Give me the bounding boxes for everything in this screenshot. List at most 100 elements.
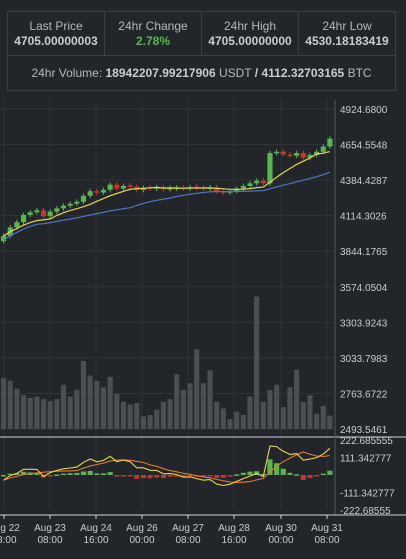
candle-body bbox=[307, 155, 313, 158]
low-value: 4530.18183419 bbox=[305, 34, 389, 48]
y-tick-label: 3574.0504 bbox=[340, 283, 388, 294]
candle-body bbox=[267, 153, 273, 184]
volume-btc-unit: BTC bbox=[347, 66, 372, 80]
x-tick-date-label: Aug 30 bbox=[265, 523, 297, 534]
last-price-cell: Last Price 4705.00000003 bbox=[8, 12, 105, 55]
oscillator-histogram-bar bbox=[107, 472, 113, 475]
x-tick-date-label: Aug 24 bbox=[80, 523, 112, 534]
volume-bar bbox=[80, 361, 87, 429]
candle-body bbox=[47, 211, 53, 217]
candle-body bbox=[240, 185, 246, 189]
ticker-stats-panel: Last Price 4705.00000003 24hr Change 2.7… bbox=[7, 11, 396, 91]
volume-bar bbox=[240, 414, 246, 429]
candle-body bbox=[120, 185, 127, 189]
volume-bar bbox=[294, 369, 300, 429]
candle-body bbox=[287, 154, 293, 156]
change-label: 24hr Change bbox=[118, 19, 188, 33]
candle-body bbox=[14, 222, 20, 228]
volume-bar bbox=[220, 408, 226, 429]
volume-bar bbox=[100, 387, 107, 429]
volume-bar bbox=[1, 378, 7, 429]
oscillator-histogram-bar bbox=[114, 475, 120, 477]
candle-body bbox=[260, 180, 266, 184]
volume-bar bbox=[200, 383, 206, 429]
candle-body bbox=[60, 205, 67, 209]
volume-bar bbox=[120, 401, 127, 429]
volume-bar bbox=[147, 414, 153, 429]
candle-body bbox=[327, 138, 333, 147]
oscillator-histogram-bar bbox=[147, 475, 153, 479]
volume-bar bbox=[74, 389, 80, 429]
volume-bar bbox=[327, 415, 333, 429]
candle-body bbox=[74, 201, 80, 204]
volume-bar bbox=[154, 409, 160, 429]
volume-bar bbox=[287, 387, 293, 429]
oscillator-histogram-bar bbox=[240, 472, 246, 475]
oscillator-histogram-bar bbox=[14, 473, 20, 475]
oscillator-histogram-bar bbox=[307, 475, 313, 478]
oscillator-histogram-bar bbox=[247, 471, 253, 475]
oscillator-histogram-bar bbox=[207, 475, 213, 477]
last-price-value: 4705.00000003 bbox=[14, 34, 98, 48]
candle-body bbox=[54, 208, 60, 212]
volume-bar bbox=[267, 389, 273, 429]
candle-body bbox=[94, 191, 100, 193]
x-tick-date-label: Aug 23 bbox=[34, 523, 66, 534]
volume-bar bbox=[167, 399, 173, 429]
oscillator-histogram-bar bbox=[280, 468, 286, 475]
candle-body bbox=[100, 189, 107, 193]
change-cell: 24hr Change 2.78% bbox=[105, 12, 202, 55]
price-chart[interactable]: 4924.6800 4654.5548 4384.4287 4114.3026 3844… bbox=[0, 100, 406, 559]
oscillator-histogram-bar bbox=[214, 475, 220, 478]
oscillator-signal-line bbox=[3, 451, 330, 484]
oscillator-histogram-bar bbox=[294, 474, 300, 476]
x-tick-time-label: 08:00 bbox=[0, 535, 17, 546]
volume-bar bbox=[320, 405, 326, 429]
candle-body bbox=[314, 151, 320, 156]
oscillator-histogram-bar bbox=[67, 473, 73, 475]
x-tick-date-label: Aug 27 bbox=[172, 523, 204, 534]
volume-label: 24hr Volume: bbox=[31, 66, 103, 80]
volume-bar bbox=[7, 380, 13, 429]
candle-body bbox=[300, 153, 306, 158]
y-tick-label: 2493.5461 bbox=[340, 425, 388, 436]
volume-bar bbox=[94, 380, 100, 429]
candle-body bbox=[247, 183, 253, 186]
candle-body bbox=[140, 187, 147, 190]
oscillator-histogram-bar bbox=[154, 475, 160, 478]
volume-usdt-value: 18942207.99217906 bbox=[105, 66, 216, 80]
volume-bar bbox=[107, 376, 113, 429]
high-label: 24hr High bbox=[223, 19, 277, 33]
candle-body bbox=[167, 187, 173, 190]
volume-bar bbox=[14, 388, 20, 429]
low-cell: 24hr Low 4530.18183419 bbox=[299, 12, 395, 55]
high-value: 4705.00000000 bbox=[208, 34, 292, 48]
x-tick-time-label: 16:00 bbox=[83, 535, 108, 546]
volume-bar bbox=[27, 397, 33, 429]
volume-bar bbox=[274, 384, 280, 429]
candle-body bbox=[274, 151, 280, 154]
candle-body bbox=[87, 191, 93, 196]
volume-bar bbox=[174, 374, 180, 429]
oscillator-histogram-bar bbox=[314, 475, 320, 477]
price-chart-svg[interactable]: 4924.6800 4654.5548 4384.4287 4114.3026 3844… bbox=[0, 100, 406, 559]
volume-row: 24hr Volume: 18942207.99217906 USDT / 41… bbox=[8, 56, 395, 91]
candle-body bbox=[214, 187, 220, 192]
high-cell: 24hr High 4705.00000000 bbox=[202, 12, 299, 55]
x-tick-date-label: Aug 22 bbox=[0, 523, 20, 534]
volume-bar bbox=[20, 395, 27, 429]
oscillator-histogram-bar bbox=[34, 472, 40, 475]
oscillator-histogram-bar bbox=[327, 470, 333, 475]
oscillator-histogram-bar bbox=[60, 473, 67, 476]
oscillator-macd-line bbox=[3, 445, 331, 487]
y-tick-label: 3303.9243 bbox=[340, 318, 388, 329]
volume-usdt-unit: USDT bbox=[218, 66, 252, 80]
oscillator-histogram-bar bbox=[320, 473, 326, 476]
y-tick-label: 4114.3026 bbox=[340, 212, 387, 223]
oscillator-histogram-bar bbox=[94, 473, 100, 475]
oscillator-histogram-bar bbox=[54, 474, 60, 476]
candle-body bbox=[294, 153, 300, 156]
candle-body bbox=[280, 151, 286, 155]
oscillator-histogram-bar bbox=[47, 475, 53, 477]
oscillator-histogram-bar bbox=[100, 473, 107, 475]
